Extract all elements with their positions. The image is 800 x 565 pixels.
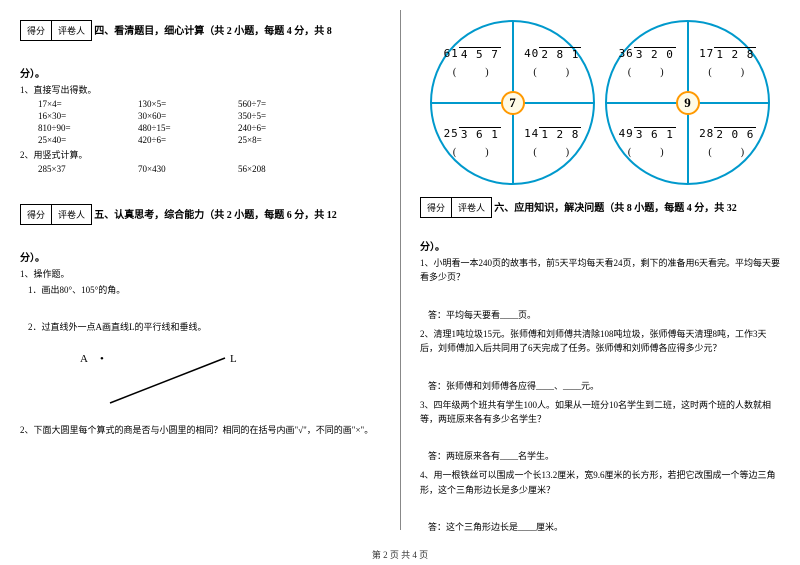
- left-column: 得分 评卷人 四、看清题目，细心计算（共 2 小题，每题 4 分，共 8 分）。…: [0, 0, 400, 565]
- q4-2: 2、用竖式计算。: [20, 148, 380, 161]
- q5-1: 1、操作题。: [20, 267, 380, 280]
- calc-cell: 285×37: [38, 164, 138, 174]
- calc-cell: 810÷90=: [38, 123, 138, 133]
- grader-label: 评卷人: [52, 21, 91, 40]
- quadrant: 363 2 0 ( ): [607, 22, 688, 103]
- circle-7: 614 5 7 ( ) 402 8 1 ( ) 253 6 1 ( ) 141 2 8…: [430, 20, 595, 185]
- divisor: 61: [444, 47, 459, 60]
- q5-1a: 1．画出80°、105°的角。: [28, 283, 380, 296]
- grader-label: 评卷人: [52, 205, 91, 224]
- score-label: 得分: [421, 198, 452, 217]
- bracket: ( ): [628, 143, 667, 158]
- page-footer: 第 2 页 共 4 页: [0, 548, 800, 561]
- quadrant: 402 8 1 ( ): [513, 22, 594, 103]
- bracket: ( ): [708, 143, 747, 158]
- grader-label: 评卷人: [452, 198, 491, 217]
- long-division: 141 2 8: [524, 127, 581, 141]
- section-5-fen: 分）。: [20, 253, 45, 264]
- divisor: 25: [444, 127, 459, 140]
- calc-row: 810÷90=480÷15=240÷6=: [38, 123, 380, 133]
- quadrant: 171 2 8 ( ): [688, 22, 769, 103]
- section-6-title: 六、应用知识，解决问题（共 8 小题，每题 4 分，共 32: [494, 203, 737, 214]
- line-svg: [60, 343, 260, 413]
- dividend: 1 2 8: [539, 127, 581, 141]
- section-4-title: 四、看清题目，细心计算（共 2 小题，每题 4 分，共 8: [94, 26, 332, 37]
- calc-cell: 350÷5=: [238, 111, 338, 121]
- problem-4: 4、用一根铁丝可以围成一个长13.2厘米，宽9.6厘米的长方形，若把它改围成一个…: [420, 468, 780, 497]
- calc-row: 25×40=420÷6=25×8=: [38, 135, 380, 145]
- q5-2: 2、下面大圆里每个算式的商是否与小圆里的相同？相同的在括号内画"√"，不同的画"…: [20, 423, 380, 436]
- divisor: 49: [619, 127, 634, 140]
- problem-1: 1、小明看一本240页的故事书，前5天平均每天看24页，剩下的准备用6天看完。平…: [420, 256, 780, 285]
- score-label: 得分: [21, 21, 52, 40]
- dividend: 3 2 0: [634, 47, 676, 61]
- calc-cell: 25×8=: [238, 135, 338, 145]
- score-box-5: 得分 评卷人: [20, 204, 92, 225]
- q4-1: 1、直接写出得数。: [20, 83, 380, 96]
- section-4-fen: 分）。: [20, 69, 45, 80]
- bracket: ( ): [453, 63, 492, 78]
- score-box-6: 得分 评卷人: [420, 197, 492, 218]
- long-division: 493 6 1: [619, 127, 676, 141]
- problem-2: 2、清理1吨垃圾15元。张师傅和刘师傅共清除108吨垃圾，张师傅每天清理8吨，工…: [420, 327, 780, 356]
- bracket: ( ): [708, 63, 747, 78]
- circle-diagram-pair: 614 5 7( ) 402 8 1( ) 253 6 1( ) 141 2 8…: [420, 20, 780, 185]
- score-box-4: 得分 评卷人: [20, 20, 92, 41]
- section-6-fen: 分）。: [420, 242, 445, 253]
- calc-cell: 560÷7=: [238, 99, 338, 109]
- calc-cell: 480÷15=: [138, 123, 238, 133]
- dividend: 2 0 6: [714, 127, 756, 141]
- circle-9: 363 2 0 ( ) 171 2 8 ( ) 493 6 1 ( ) 282 0 6…: [605, 20, 770, 185]
- dividend: 3 6 1: [634, 127, 676, 141]
- calc-cell: 25×40=: [38, 135, 138, 145]
- dividend: 4 5 7: [459, 47, 501, 61]
- calc-row: 17×4=130×5=560÷7=: [38, 99, 380, 109]
- bracket: ( ): [533, 63, 572, 78]
- long-division: 282 0 6: [699, 127, 756, 141]
- divisor: 14: [524, 127, 539, 140]
- quadrant: 253 6 1 ( ): [432, 103, 513, 184]
- q5-1b: 2．过直线外一点A画直线L的平行线和垂线。: [28, 320, 380, 333]
- divisor: 36: [619, 47, 634, 60]
- divisor: 28: [699, 127, 714, 140]
- score-label: 得分: [21, 205, 52, 224]
- quadrant: 141 2 8 ( ): [513, 103, 594, 184]
- calc-cell: 30×60=: [138, 111, 238, 121]
- answer-3: 答：两班原来各有____名学生。: [428, 449, 780, 462]
- calc-cell: 17×4=: [38, 99, 138, 109]
- calc-cell: 16×30=: [38, 111, 138, 121]
- bracket: ( ): [533, 143, 572, 158]
- calc-row: 16×30=30×60=350÷5=: [38, 111, 380, 121]
- bracket: ( ): [628, 63, 667, 78]
- long-division: 402 8 1: [524, 47, 581, 61]
- bracket: ( ): [453, 143, 492, 158]
- dividend: 3 6 1: [459, 127, 501, 141]
- calc-cell: 70×430: [138, 164, 238, 174]
- divisor: 40: [524, 47, 539, 60]
- divisor: 17: [699, 47, 714, 60]
- quadrant: 493 6 1 ( ): [607, 103, 688, 184]
- line-diagram: A • L: [60, 343, 260, 413]
- answer-2: 答：张师傅和刘师傅各应得____、____元。: [428, 379, 780, 392]
- problem-3: 3、四年级两个班共有学生100人。如果从一班分10名学生到二班，这时两个班的人数…: [420, 398, 780, 427]
- section-5-title: 五、认真思考，综合能力（共 2 小题，每题 6 分，共 12: [94, 210, 337, 221]
- dividend: 2 8 1: [539, 47, 581, 61]
- calc-cell: 130×5=: [138, 99, 238, 109]
- long-division: 363 2 0: [619, 47, 676, 61]
- quadrant: 282 0 6 ( ): [688, 103, 769, 184]
- long-division: 171 2 8: [699, 47, 756, 61]
- quadrant: 614 5 7 ( ): [432, 22, 513, 103]
- answer-1: 答：平均每天要看____页。: [428, 308, 780, 321]
- dividend: 1 2 8: [714, 47, 756, 61]
- calc-row: 285×3770×43056×208: [38, 164, 380, 174]
- long-division: 614 5 7: [444, 47, 501, 61]
- calc-cell: 420÷6=: [138, 135, 238, 145]
- calc-cell: 240÷6=: [238, 123, 338, 133]
- answer-4: 答：这个三角形边长是____厘米。: [428, 520, 780, 533]
- center-badge-9: 9: [676, 91, 700, 115]
- long-division: 253 6 1: [444, 127, 501, 141]
- center-badge-7: 7: [501, 91, 525, 115]
- calc-cell: 56×208: [238, 164, 338, 174]
- right-column: 614 5 7( ) 402 8 1( ) 253 6 1( ) 141 2 8…: [400, 0, 800, 565]
